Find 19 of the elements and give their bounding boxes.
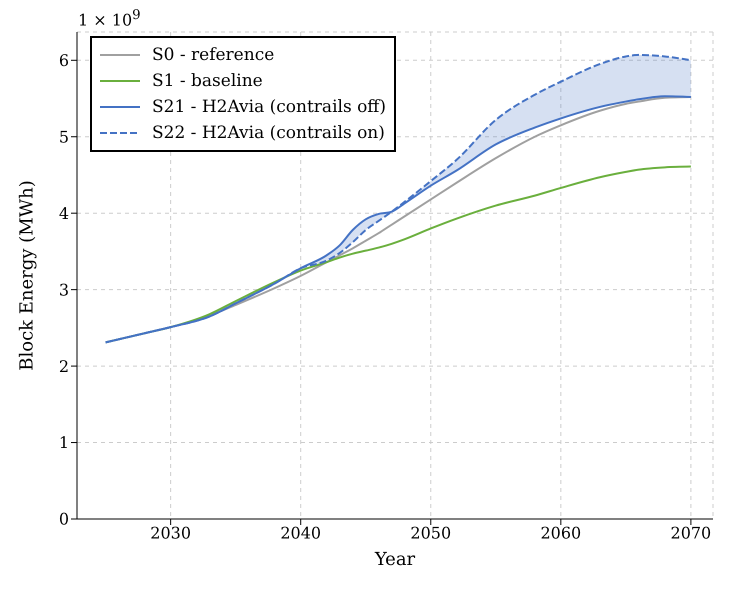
legend-label: S1 - baseline — [152, 70, 263, 93]
y-axis-title: Block Energy (MWh) — [16, 180, 38, 371]
y-tick-label: 0 — [58, 510, 69, 529]
x-tick-label: 2030 — [150, 523, 192, 542]
y-tick-label: 3 — [58, 280, 69, 300]
x-tick-label: 2040 — [280, 523, 322, 542]
y-tick-label: 2 — [58, 356, 69, 376]
text: 1 × 10$^{9}$ — [78, 8, 141, 30]
x-tick-label: 2060 — [540, 523, 582, 542]
x-tick-label: 2070 — [670, 523, 712, 542]
y-tick-label: 5 — [58, 127, 69, 146]
y-tick-label: 6 — [58, 50, 69, 70]
y-tick-label: 1 — [58, 433, 69, 452]
y-tick-label: 4 — [58, 204, 69, 223]
x-tick-label: 2050 — [410, 523, 452, 542]
legend-label: S0 - reference — [152, 44, 274, 67]
x-axis-title: Year — [374, 549, 416, 570]
legend-label: S21 - H2Avia (contrails off) — [152, 96, 386, 119]
legend-label: S22 - H2Avia (contrails on) — [152, 122, 385, 145]
